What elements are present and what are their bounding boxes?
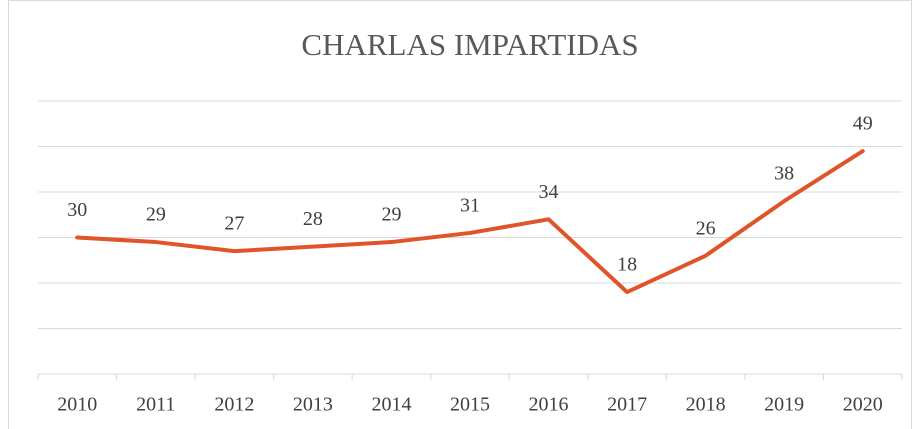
data-label: 26 — [696, 217, 716, 239]
x-tick-label: 2014 — [371, 394, 411, 416]
x-tick-label: 2013 — [293, 394, 333, 416]
data-label: 29 — [381, 204, 401, 226]
data-label: 29 — [146, 204, 166, 226]
x-tick-label: 2015 — [450, 394, 490, 416]
data-label: 49 — [853, 113, 873, 135]
x-tick-label: 2020 — [843, 394, 883, 416]
x-tick-label: 2016 — [529, 394, 569, 416]
chart-title: CHARLAS IMPARTIDAS — [301, 27, 638, 62]
data-label: 28 — [303, 208, 323, 230]
x-tick-label: 2018 — [686, 394, 726, 416]
x-tick-label: 2011 — [136, 394, 175, 416]
line-series — [75, 149, 865, 295]
data-label: 31 — [460, 195, 480, 217]
x-tick-label: 2010 — [57, 394, 97, 416]
data-label: 27 — [224, 213, 244, 235]
chart-border — [8, 0, 912, 429]
x-tick-label: 2017 — [607, 394, 647, 416]
x-tick-label: 2012 — [214, 394, 254, 416]
data-label: 18 — [617, 254, 637, 276]
data-label: 34 — [539, 181, 559, 203]
x-tick-label: 2019 — [764, 394, 804, 416]
data-label: 38 — [774, 163, 794, 185]
data-label: 30 — [67, 199, 87, 221]
